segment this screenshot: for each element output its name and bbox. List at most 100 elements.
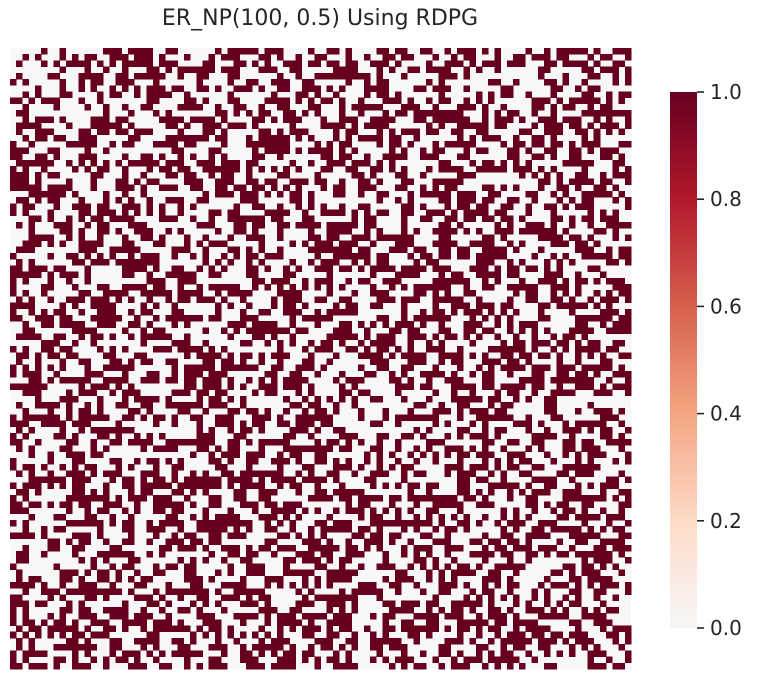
heatmap-cell (575, 513, 601, 521)
heatmap-cell (84, 507, 92, 515)
heatmap-cell (612, 165, 619, 173)
heatmap-cell (562, 103, 576, 111)
heatmap-cell (345, 457, 352, 465)
heatmap-cell (550, 252, 557, 260)
heatmap-cell (140, 470, 160, 477)
heatmap-cell (258, 246, 265, 254)
heatmap-cell (59, 395, 79, 403)
heatmap-cell (78, 197, 85, 204)
heatmap-cell (47, 544, 60, 552)
heatmap-cell (239, 358, 247, 366)
heatmap-cell (506, 457, 514, 465)
heatmap-cell (457, 190, 477, 198)
heatmap-cell (227, 507, 234, 515)
heatmap-cell (202, 165, 241, 173)
heatmap-cell (134, 594, 154, 601)
heatmap-cell (47, 352, 60, 359)
heatmap-cell (488, 470, 495, 477)
heatmap-cell (395, 414, 439, 421)
heatmap-cell (537, 582, 545, 589)
heatmap-cell (363, 221, 377, 229)
heatmap-cell (258, 625, 265, 633)
heatmap-cell (481, 60, 501, 67)
heatmap-cell (121, 153, 129, 161)
heatmap-cell (612, 457, 619, 465)
heatmap-cell (264, 600, 272, 608)
heatmap-cell (575, 358, 582, 366)
heatmap-cell (183, 333, 191, 341)
heatmap-cell (438, 234, 452, 241)
heatmap-cell (10, 495, 17, 502)
heatmap-cell (34, 364, 42, 372)
heatmap-cell (407, 197, 414, 204)
heatmap-cell (376, 563, 396, 570)
heatmap-cell (593, 408, 613, 415)
heatmap-cell (525, 203, 532, 210)
heatmap-cell (47, 482, 54, 490)
heatmap-cell (562, 464, 601, 471)
heatmap-cell (481, 439, 495, 446)
heatmap-cell (531, 526, 545, 533)
heatmap-cell (47, 215, 54, 223)
heatmap-cell (47, 594, 54, 601)
heatmap-cell (227, 122, 247, 130)
heatmap-cell (109, 644, 123, 651)
heatmap-cell (152, 644, 160, 651)
heatmap-cell (624, 178, 632, 185)
heatmap-cell (326, 290, 334, 297)
heatmap-cell (481, 513, 489, 521)
heatmap-cell (96, 97, 104, 105)
heatmap-cell (320, 526, 352, 533)
heatmap-cell (314, 575, 321, 583)
heatmap-cell (177, 153, 185, 161)
heatmap-cell (295, 488, 303, 496)
heatmap-cell (65, 408, 73, 415)
heatmap-cell (295, 389, 303, 397)
heatmap-cell (444, 184, 458, 192)
heatmap-cell (382, 600, 396, 608)
heatmap-cell (78, 606, 92, 614)
heatmap-cell (84, 265, 92, 272)
heatmap-cell (177, 209, 185, 216)
heatmap-cell (233, 85, 253, 92)
heatmap-cell (171, 147, 185, 154)
heatmap-cell (239, 315, 259, 322)
heatmap-cell (109, 85, 116, 92)
heatmap-cell (475, 252, 508, 260)
heatmap-cell (463, 308, 483, 316)
heatmap-cell (314, 110, 321, 117)
heatmap-cell (308, 526, 315, 533)
heatmap-cell (357, 97, 365, 105)
heatmap-cell (196, 283, 203, 291)
heatmap-cell (159, 209, 166, 216)
heatmap-cell (618, 470, 626, 477)
heatmap-cell (245, 327, 290, 334)
heatmap-cell (10, 203, 17, 210)
heatmap-cell (47, 271, 54, 279)
heatmap-cell (618, 246, 632, 254)
heatmap-cell (618, 128, 626, 136)
heatmap-cell (450, 389, 458, 397)
heatmap-cell (245, 172, 253, 179)
heatmap-cell (326, 228, 352, 235)
heatmap-cell (568, 215, 576, 223)
heatmap-cell (84, 594, 98, 601)
heatmap-cell (171, 265, 185, 272)
heatmap-cell (121, 85, 129, 92)
heatmap-cell (165, 48, 178, 55)
heatmap-cell (432, 141, 439, 148)
heatmap-cell (277, 613, 296, 620)
heatmap-cell (59, 613, 67, 620)
heatmap-cell (457, 507, 464, 515)
heatmap-cell (245, 159, 259, 167)
heatmap-cell (357, 582, 377, 589)
heatmap-cell (587, 54, 595, 61)
heatmap-cell (537, 66, 551, 74)
heatmap-cell (575, 408, 582, 415)
heatmap-cell (345, 551, 365, 558)
heatmap-cell (159, 165, 172, 173)
heatmap-cell (438, 321, 445, 328)
heatmap-cell (90, 619, 110, 626)
heatmap-cell (90, 339, 98, 347)
heatmap-cell (581, 644, 588, 651)
